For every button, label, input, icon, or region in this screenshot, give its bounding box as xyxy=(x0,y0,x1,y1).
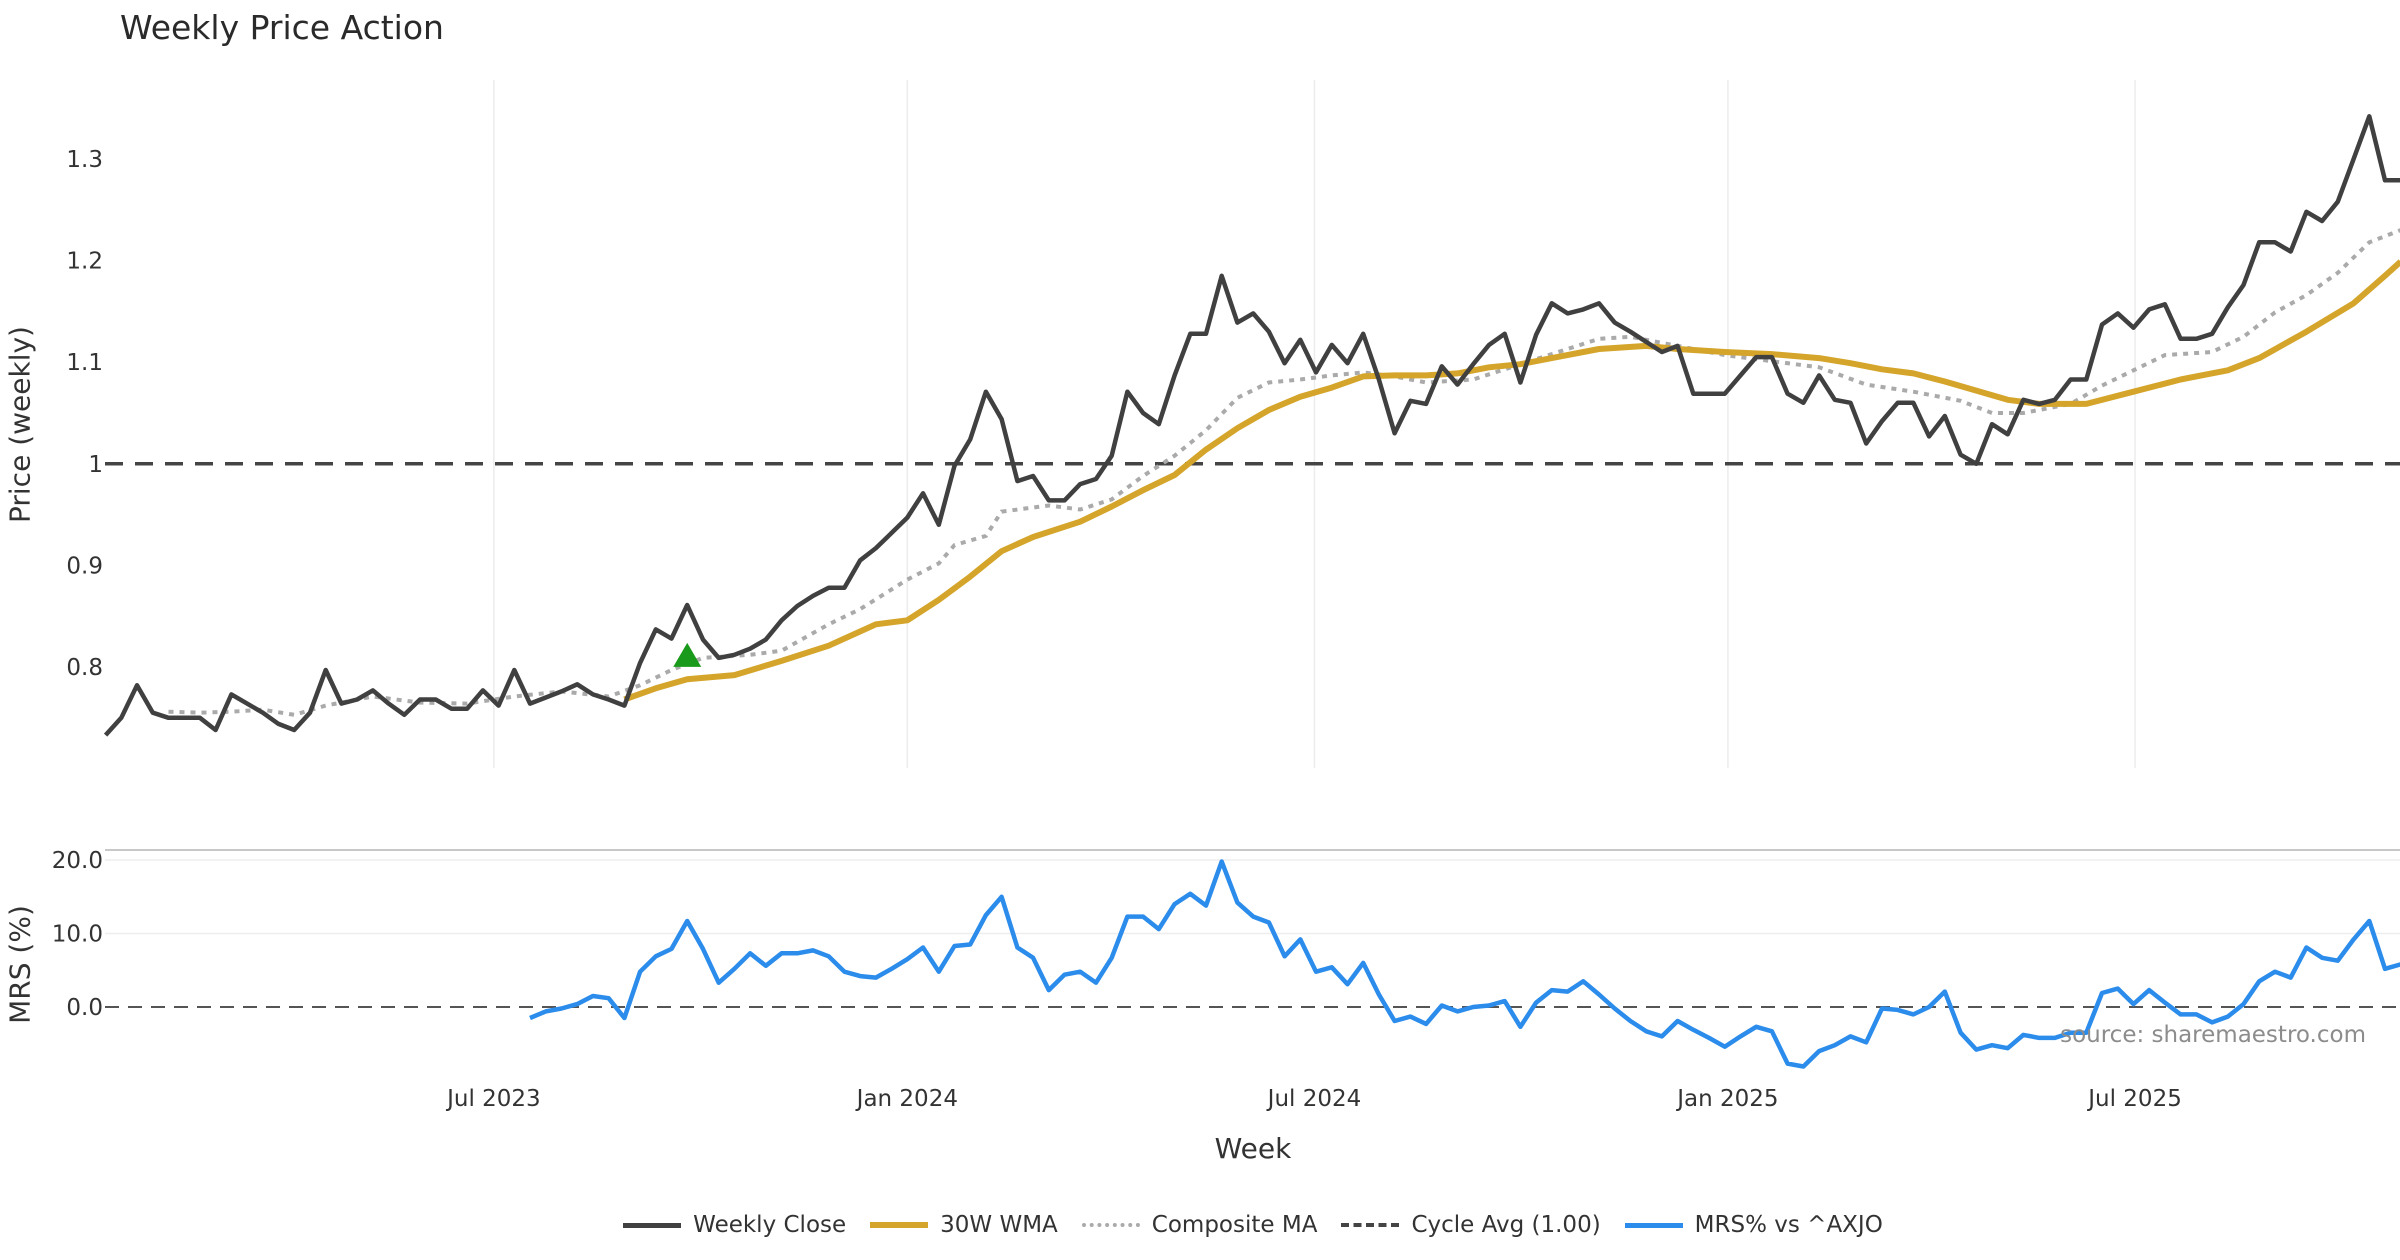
legend-label: Weekly Close xyxy=(693,1212,847,1238)
legend-swatch xyxy=(1081,1223,1140,1227)
wma-30w-line xyxy=(623,259,2400,703)
legend-label: Composite MA xyxy=(1151,1212,1318,1238)
legend-swatch xyxy=(1341,1223,1400,1227)
legend-label: Cycle Avg (1.00) xyxy=(1411,1212,1601,1238)
mrs-y-tick-label: 20.0 xyxy=(52,848,103,874)
x-tick-label: Jul 2024 xyxy=(1266,1086,1362,1112)
composite-ma-line xyxy=(168,228,2400,717)
x-axis-label: Week xyxy=(1214,1132,1292,1165)
mrs-y-tick-label: 10.0 xyxy=(52,922,103,948)
x-tick-label: Jan 2025 xyxy=(1675,1086,1778,1112)
source-note: source: sharemaestro.com xyxy=(2060,1022,2366,1048)
x-tick-label: Jan 2024 xyxy=(855,1086,958,1112)
buy-signal-triangle-marker xyxy=(673,642,702,667)
legend-item-cycle-avg[interactable]: Cycle Avg (1.00) xyxy=(1341,1212,1601,1238)
legend-label: MRS% vs ^AXJO xyxy=(1694,1212,1883,1238)
chart-title: Weekly Price Action xyxy=(120,8,444,47)
legend-item-mrs[interactable]: MRS% vs ^AXJO xyxy=(1624,1212,1883,1238)
price-y-tick-label: 1.1 xyxy=(66,350,103,376)
legend-item-composite-ma[interactable]: Composite MA xyxy=(1081,1212,1318,1238)
price-y-axis-label: Price (weekly) xyxy=(3,326,37,523)
legend-swatch xyxy=(623,1222,682,1228)
weekly-close-line xyxy=(103,114,2400,737)
mrs-line xyxy=(529,859,2400,1069)
x-tick-label: Jul 2023 xyxy=(445,1086,541,1112)
price-y-tick-label: 0.9 xyxy=(66,553,103,579)
x-tick-label: Jul 2025 xyxy=(2086,1086,2182,1112)
legend-item-weekly-close[interactable]: Weekly Close xyxy=(623,1212,846,1238)
price-y-tick-label: 1.2 xyxy=(66,249,103,275)
price-y-tick-label: 1 xyxy=(88,452,103,478)
mrs-y-axis-label: MRS (%) xyxy=(3,905,37,1024)
mrs-y-tick-label: 0.0 xyxy=(66,995,103,1021)
legend-label: 30W WMA xyxy=(940,1212,1058,1238)
price-y-tick-label: 1.3 xyxy=(66,147,103,173)
price-y-tick-label: 0.8 xyxy=(66,655,103,681)
legend-swatch xyxy=(1624,1222,1683,1228)
legend-item-30w-wma[interactable]: 30W WMA xyxy=(870,1212,1058,1238)
legend-swatch xyxy=(870,1222,929,1228)
legend: Weekly Close 30W WMA Composite MA Cycle … xyxy=(0,1212,2400,1238)
